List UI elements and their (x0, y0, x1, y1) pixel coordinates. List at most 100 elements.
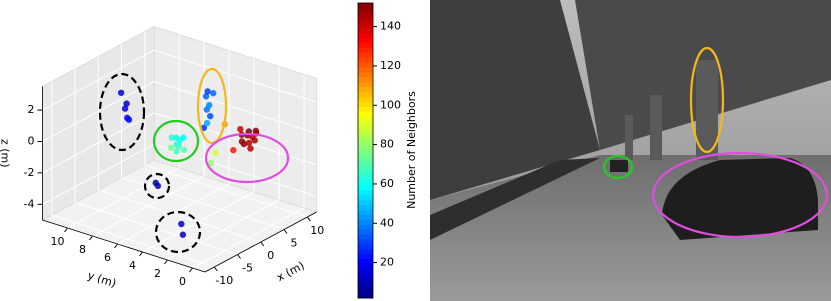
grid-line (42, 81, 155, 142)
point (251, 137, 258, 144)
colorbar-frame (357, 2, 374, 299)
curb (430, 158, 600, 240)
z-axis-label: z (m) (0, 139, 12, 168)
point (117, 89, 125, 96)
colorbar-label: Number of Neighbors (405, 91, 418, 209)
colorbar-segment (358, 273, 373, 279)
orange-ellipse (689, 46, 725, 154)
point (207, 112, 214, 120)
colorbar-segment (358, 248, 373, 255)
colorbar-segment (358, 121, 373, 127)
y-tick (189, 267, 193, 273)
colorbar-segment (358, 76, 373, 83)
x-tick (213, 266, 218, 272)
colorbar-segment (358, 229, 373, 235)
x-tick (237, 254, 241, 259)
y-tick-label: 6 (104, 251, 111, 264)
y-tick (164, 259, 168, 265)
colorbar-segment (358, 130, 373, 137)
colorbar-segment (358, 175, 373, 181)
colorbar-segment (358, 283, 373, 289)
colorbar-segment (358, 209, 373, 215)
colorbar-tick-label: 40 (380, 216, 394, 229)
colorbar-segment (358, 184, 373, 191)
colorbar-segment (358, 96, 373, 102)
y-tick-label: 0 (179, 275, 186, 288)
point (237, 125, 244, 133)
colorbar-segment (358, 66, 373, 73)
point (180, 146, 188, 154)
grid-line (153, 49, 317, 103)
grid-line (192, 207, 305, 269)
grid-line (117, 183, 230, 245)
point (207, 160, 214, 167)
magenta-ellipse (204, 132, 290, 184)
colorbar-segment (358, 106, 373, 112)
grid-line (42, 49, 155, 111)
point (247, 145, 254, 152)
colorbar-segment (358, 91, 373, 97)
colorbar-segment (358, 253, 373, 260)
point (168, 134, 176, 141)
side-pane (153, 25, 318, 213)
grid-line (42, 112, 155, 174)
colorbar-segment (358, 32, 373, 38)
colorbar-segment (358, 42, 373, 48)
pillar (625, 115, 633, 160)
colorbar-segment (358, 263, 373, 269)
point (238, 138, 246, 145)
colorbar-segment (358, 219, 373, 225)
y-tick (89, 235, 93, 241)
z-tick-label: 2 (28, 103, 35, 116)
grid-line (67, 167, 180, 229)
point (173, 148, 180, 155)
colorbar-segment (358, 288, 373, 294)
point (121, 105, 129, 112)
colorbar-segment (358, 71, 373, 78)
colorbar-segment (358, 116, 373, 122)
y-tick (114, 243, 118, 249)
z-tick-label: -4 (24, 197, 35, 210)
y-tick (139, 251, 143, 257)
colorbar-segment (358, 27, 373, 33)
point (203, 119, 211, 127)
colorbar-segment (358, 37, 373, 43)
axis-line (204, 211, 317, 273)
colorbar-segment (358, 57, 373, 63)
camera-image (430, 0, 831, 301)
point (154, 182, 162, 190)
point (210, 89, 217, 97)
z-tick-label: 0 (28, 135, 35, 148)
point (179, 231, 187, 238)
colorbar-segment (358, 47, 373, 53)
grid-line (98, 189, 261, 243)
colorbar-segment (358, 101, 373, 107)
colorbar-segment (358, 135, 373, 142)
colorbar-segment (358, 86, 373, 92)
dashed-ellipse (143, 172, 171, 200)
pillar (696, 60, 718, 160)
x-tick (260, 241, 265, 247)
point (205, 102, 213, 109)
grid-line (51, 214, 215, 268)
colorbar-tick-label: 20 (380, 256, 394, 269)
y-tick-label: 8 (79, 243, 86, 256)
colorbar-segment (358, 22, 373, 29)
green-ellipse (602, 154, 634, 180)
colorbar-tick-label: 60 (380, 177, 394, 190)
point (175, 142, 182, 150)
colorbar-segment (358, 194, 373, 201)
colorbar-segment (358, 111, 373, 117)
x-tick (283, 229, 288, 234)
plot-3d: -10 -5 0 5 10 0 2 4 6 8 10 -4 -2 0 2 x (m) y (m) z (m) (0, 25, 324, 290)
colorbar-segment (358, 180, 373, 186)
grid-line (153, 81, 317, 134)
colorbar-segment (358, 243, 373, 250)
colorbar-segment (358, 140, 373, 147)
car-far (610, 160, 628, 172)
point (202, 93, 210, 100)
point (245, 139, 253, 147)
grid-line (92, 175, 205, 237)
colorbar-segment (358, 17, 373, 24)
colorbar-segment (358, 199, 373, 206)
